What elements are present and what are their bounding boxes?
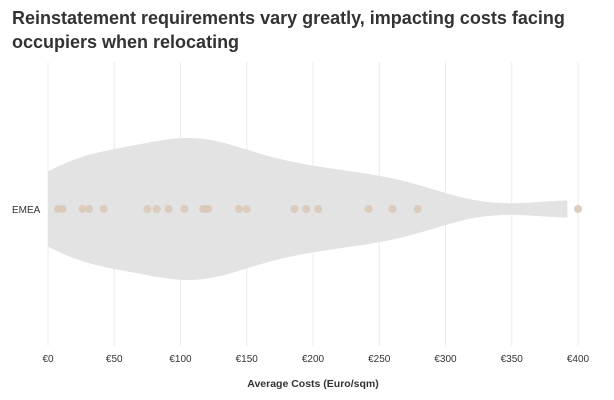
data-point (180, 205, 189, 213)
x-tick-label: €200 (302, 354, 325, 365)
x-tick-label: €0 (42, 354, 54, 365)
data-point (242, 205, 251, 213)
data-point (290, 205, 299, 213)
data-point (314, 205, 323, 213)
data-point (58, 205, 67, 213)
data-point (85, 205, 94, 213)
x-tick-label: €100 (169, 354, 192, 365)
data-point (164, 205, 173, 213)
x-axis-label: Average Costs (Euro/sqm) (247, 378, 378, 390)
data-point (204, 205, 213, 213)
data-point (364, 205, 373, 213)
data-point (574, 205, 582, 213)
x-tick-label: €50 (106, 354, 123, 365)
data-point (388, 205, 397, 213)
chart-title: Reinstatement requirements vary greatly,… (12, 8, 565, 52)
x-tick-label: €400 (567, 354, 590, 365)
data-point (78, 205, 87, 213)
data-point (143, 205, 152, 213)
data-point (234, 205, 243, 213)
category-label: EMEA (12, 205, 41, 216)
x-tick-label: €350 (501, 354, 524, 365)
x-tick-label: €300 (434, 354, 457, 365)
x-tick-label: €150 (236, 354, 259, 365)
data-point (99, 205, 108, 213)
data-point (152, 205, 161, 213)
x-tick-label: €250 (368, 354, 391, 365)
data-point (413, 205, 422, 213)
data-point (302, 205, 311, 213)
